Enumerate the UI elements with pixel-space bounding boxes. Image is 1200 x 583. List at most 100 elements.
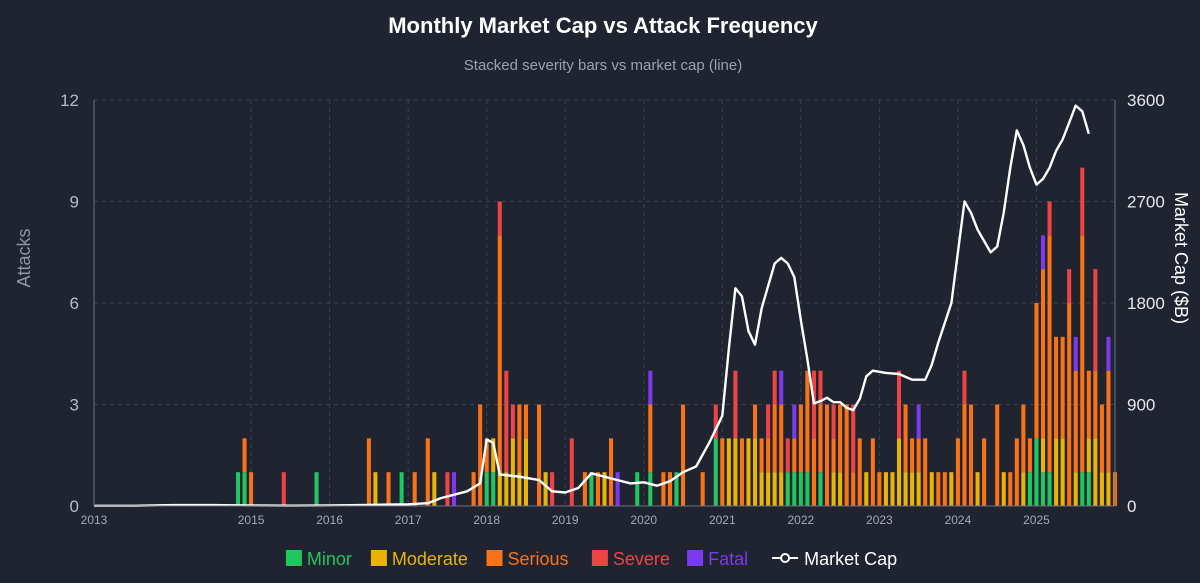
- bar-segment-moderate: [1021, 472, 1026, 506]
- bar-segment-severe: [569, 438, 574, 506]
- bar-segment-minor: [785, 472, 790, 506]
- bar-segment-serious: [412, 472, 417, 506]
- x-tick-label: 2018: [473, 513, 500, 527]
- bar-segment-minor: [314, 472, 319, 506]
- bar-segment-serious: [471, 472, 476, 506]
- bar-segment-severe: [1080, 167, 1085, 236]
- bar-segment-serious: [824, 404, 830, 506]
- bar-segment-fatal: [451, 472, 456, 506]
- bar-segment-severe: [497, 201, 502, 236]
- bar-segment-moderate: [1106, 472, 1111, 506]
- market-cap-line: [94, 104, 1090, 507]
- bar-segment-severe: [510, 404, 515, 439]
- y-tick-label: 12: [60, 91, 79, 110]
- bar-segment-serious: [582, 472, 587, 506]
- bar-segment-serious: [661, 472, 666, 506]
- bar-segment-serious: [595, 472, 600, 506]
- bar-segment-serious: [936, 472, 941, 506]
- bar-segment-severe: [445, 472, 450, 506]
- x-tick-label: 2017: [395, 513, 422, 527]
- bar-segment-moderate: [432, 472, 437, 506]
- bar-segment-moderate: [1054, 438, 1059, 506]
- x-tick-label: 2013: [81, 513, 108, 527]
- bar-segment-serious: [1034, 303, 1039, 439]
- bar-segment-fatal: [1040, 235, 1046, 270]
- bar-segment-minor: [235, 472, 241, 506]
- y-tick-label: 9: [70, 193, 79, 212]
- bar-segment-serious: [720, 438, 725, 506]
- chart-title: Monthly Market Cap vs Attack Frequency: [388, 13, 818, 38]
- bar-segment-moderate: [497, 472, 502, 506]
- bar-segment-moderate: [903, 472, 908, 506]
- bar-segment-severe: [281, 472, 286, 506]
- bar-segment-serious: [497, 235, 502, 473]
- bar-segment-minor: [792, 472, 797, 506]
- bar-segment-moderate: [517, 472, 522, 506]
- y2-tick-label: 1800: [1127, 294, 1165, 313]
- x-tick-label: 2016: [316, 513, 343, 527]
- bar-segment-moderate: [733, 438, 738, 506]
- bar-segment-moderate: [896, 438, 902, 506]
- bar-segment-severe: [550, 472, 555, 506]
- bar-segment-moderate: [929, 472, 934, 506]
- grid-lines: [93, 99, 1115, 506]
- bar-segment-minor: [399, 472, 404, 506]
- bar-segment-moderate: [975, 472, 980, 506]
- bar-segment-serious: [366, 438, 371, 506]
- bar-segment-serious: [903, 404, 908, 473]
- bar-segment-severe: [962, 370, 967, 405]
- bar-segment-serious: [1054, 336, 1059, 439]
- x-tick-label: 2023: [866, 513, 893, 527]
- legend-label-serious: Serious: [508, 549, 569, 569]
- bar-segment-serious: [425, 438, 430, 506]
- bar-segment-moderate: [831, 472, 836, 506]
- bar-segment-serious: [478, 404, 483, 506]
- bar-segment-serious: [857, 438, 862, 506]
- bar-segment-moderate: [766, 472, 771, 506]
- bar-segment-serious: [667, 472, 672, 506]
- bar-segment-serious: [739, 438, 744, 506]
- bar-segment-severe: [1093, 269, 1098, 371]
- bar-segment-serious: [1067, 303, 1072, 506]
- bar-segment-serious: [838, 404, 843, 473]
- bar-segment-severe: [733, 370, 738, 439]
- bar-segment-severe: [1047, 201, 1052, 236]
- bar-segment-serious: [759, 438, 764, 473]
- bar-segment-serious: [968, 404, 974, 506]
- bar-segment-serious: [753, 404, 758, 439]
- legend: Minor Moderate Serious Severe Fatal Market Ca…: [285, 549, 897, 569]
- bar-segment-serious: [1099, 404, 1104, 473]
- bar-segment-severe: [772, 370, 777, 405]
- bar-segment-moderate: [916, 472, 921, 506]
- bar-segment-serious: [955, 438, 960, 506]
- legend-swatch-fatal: [687, 550, 704, 566]
- bar-segment-serious: [1106, 370, 1111, 473]
- legend-swatch-minor: [285, 550, 302, 566]
- bar-segment-severe: [851, 404, 856, 473]
- bar-segment-moderate: [1086, 438, 1091, 473]
- bar-segment-fatal: [1073, 336, 1078, 371]
- legend-swatch-serious: [486, 550, 503, 566]
- bar-segment-severe: [785, 438, 790, 473]
- bar-segment-fatal: [615, 472, 620, 506]
- bar-segment-serious: [818, 404, 823, 473]
- bar-segment-serious: [1040, 269, 1046, 439]
- bar-segment-serious: [962, 404, 967, 506]
- x-tick-label: 2024: [945, 513, 972, 527]
- bar-segment-severe: [831, 404, 836, 439]
- bar-segment-serious: [1060, 336, 1065, 439]
- bar-segment-fatal: [916, 404, 921, 439]
- bar-segment-serious: [811, 438, 816, 506]
- bar-segment-minor: [635, 472, 640, 506]
- bar-segment-minor: [1080, 472, 1085, 506]
- bar-segment-severe: [896, 370, 902, 439]
- bar-segment-serious: [910, 438, 915, 473]
- bar-segment-fatal: [648, 370, 653, 405]
- bar-segment-serious: [844, 404, 849, 506]
- bar-segment-moderate: [949, 472, 954, 506]
- bar-segment-minor: [648, 472, 653, 506]
- bar-segment-moderate: [373, 472, 378, 506]
- bar-segment-moderate: [753, 438, 758, 506]
- bar-segment-fatal: [792, 404, 797, 439]
